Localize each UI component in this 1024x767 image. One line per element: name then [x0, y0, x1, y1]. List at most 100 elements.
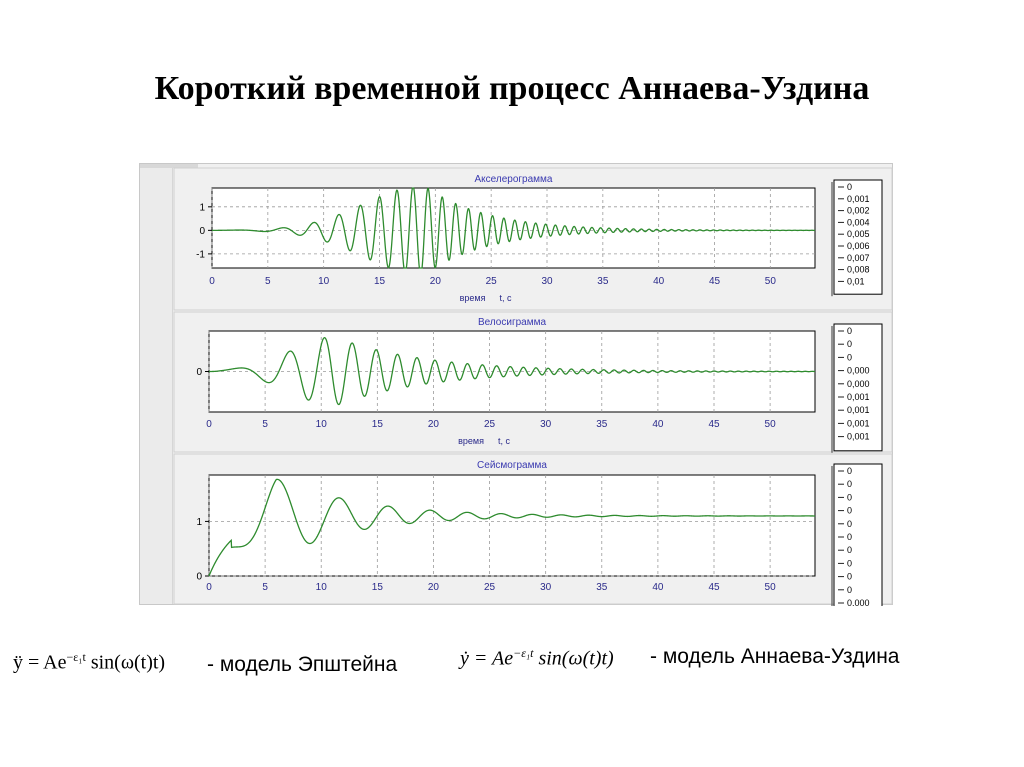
legend-entry: 0,001: [847, 432, 870, 442]
x-tick-label: 10: [316, 419, 328, 430]
x-tick-label: 5: [265, 276, 271, 287]
x-tick-label: 50: [765, 276, 777, 287]
legend-entry: 0,005: [847, 229, 870, 239]
x-tick-label: 50: [765, 582, 777, 593]
legend-box: [833, 323, 883, 452]
x-tick-label: 30: [541, 276, 553, 287]
signal-line: [209, 337, 816, 406]
software-screenshot: Акселерограмма 0 5 10 15 20 25 30 35 40 45 50 1 0 -1 вр…: [139, 163, 893, 606]
legend-entry: 0,006: [847, 241, 870, 251]
formula-epstein-exp: −ε₁t: [66, 650, 86, 664]
x-tick-label: 20: [430, 276, 442, 287]
chart-title: Сейсмограмма: [477, 460, 547, 471]
caption-annaev: - модель Аннаева-Уздина: [650, 645, 900, 668]
x-tick-label: 0: [209, 276, 215, 287]
x-tick-label: 10: [316, 582, 328, 593]
x-axis-label-word: время: [458, 436, 484, 446]
slide-title: Короткий временной процесс Аннаева-Уздин…: [154, 70, 870, 107]
legend-entry: 0,000: [847, 379, 870, 389]
legend-entry: 0: [847, 558, 852, 568]
x-tick-label: 15: [372, 582, 384, 593]
left-panel-strip: [140, 164, 173, 604]
legend-entry: 0,002: [847, 206, 870, 216]
x-tick-label: 5: [262, 582, 268, 593]
plot-area: [208, 474, 816, 577]
x-tick-label: 0: [206, 419, 212, 430]
x-tick-label: 15: [374, 276, 386, 287]
x-tick-label: 0: [206, 582, 212, 593]
caption-epstein: - модель Эпштейна: [207, 653, 398, 676]
x-axis-label-word: время: [460, 293, 486, 303]
formula-epstein-rhs: sin(ω(t)t): [85, 651, 166, 674]
formula-annaev: ẏ = Ae−ε₁t sin(ω(t)t): [460, 646, 614, 671]
legend-box: [833, 463, 883, 606]
x-tick-label: 20: [428, 582, 440, 593]
legend-entry: 0: [847, 532, 852, 542]
legend-entry: 0: [847, 339, 852, 349]
legend-entry: 0: [847, 326, 852, 336]
chart-panel-2: Велосиграмма 0 5 10 15 20 25 30 35 40 45 50 0 время t,…: [173, 311, 893, 453]
x-tick-label: 10: [318, 276, 330, 287]
y-tick-label: -1: [196, 249, 205, 260]
legend-entry: 0,001: [847, 418, 870, 428]
formula-epstein: ÿ = Ae−ε₁t sin(ω(t)t): [13, 650, 165, 675]
y-tick-label: 1: [199, 202, 205, 213]
legend-entry: 0,001: [847, 405, 870, 415]
x-tick-label: 25: [486, 276, 498, 287]
x-tick-label: 35: [596, 419, 608, 430]
legend-entry: 0,008: [847, 265, 870, 275]
legend-entry: 0: [847, 506, 852, 516]
y-tick-label: 0: [196, 572, 202, 583]
plot-area: [211, 187, 816, 269]
top-panel-strip: [140, 164, 198, 168]
legend-entry: 0,000: [847, 598, 870, 606]
formula-annaev-rhs: sin(ω(t)t): [533, 647, 614, 670]
x-tick-label: 40: [652, 582, 664, 593]
y-tick-label: 0: [196, 367, 202, 378]
x-tick-label: 25: [484, 419, 496, 430]
y-tick-label: 0: [199, 226, 205, 237]
chart-title: Акселерограмма: [475, 174, 553, 185]
legend-entry: 0,000: [847, 366, 870, 376]
x-tick-label: 45: [708, 419, 720, 430]
x-tick-label: 25: [484, 582, 496, 593]
x-tick-label: 40: [652, 419, 664, 430]
x-tick-label: 45: [708, 582, 720, 593]
x-tick-label: 30: [540, 582, 552, 593]
x-tick-label: 15: [372, 419, 384, 430]
x-tick-label: 35: [597, 276, 609, 287]
legend-entry: 0: [847, 585, 852, 595]
x-axis-label-var: t, c: [498, 436, 511, 446]
legend-entry: 0: [847, 479, 852, 489]
x-tick-label: 30: [540, 419, 552, 430]
formula-annaev-exp: −ε₁t: [513, 646, 534, 660]
x-tick-label: 20: [428, 419, 440, 430]
legend-entry: 0: [847, 182, 852, 192]
x-tick-label: 5: [262, 419, 268, 430]
signal-line: [212, 187, 815, 269]
legend-entry: 0: [847, 492, 852, 502]
legend-entry: 0: [847, 352, 852, 362]
x-tick-label: 40: [653, 276, 665, 287]
chart-title: Велосиграмма: [478, 317, 547, 328]
x-tick-label: 45: [709, 276, 721, 287]
legend-entry: 0,007: [847, 253, 870, 263]
legend-entry: 0: [847, 466, 852, 476]
legend-entry: 0: [847, 572, 852, 582]
signal-line: [208, 478, 815, 577]
x-tick-label: 50: [765, 419, 777, 430]
legend-entry: 0,01: [847, 276, 865, 286]
legend-entry: 0,004: [847, 217, 870, 227]
legend-entry: 0,001: [847, 194, 870, 204]
formula-epstein-lhs: ÿ = Ae: [13, 651, 67, 674]
legend-entry: 0: [847, 545, 852, 555]
x-axis-label-var: t, c: [500, 293, 513, 303]
legend-entry: 0: [847, 519, 852, 529]
x-tick-label: 35: [596, 582, 608, 593]
y-tick-label: 1: [196, 517, 202, 528]
legend-entry: 0,001: [847, 392, 870, 402]
formula-annaev-lhs: ẏ = Ae: [460, 647, 514, 670]
